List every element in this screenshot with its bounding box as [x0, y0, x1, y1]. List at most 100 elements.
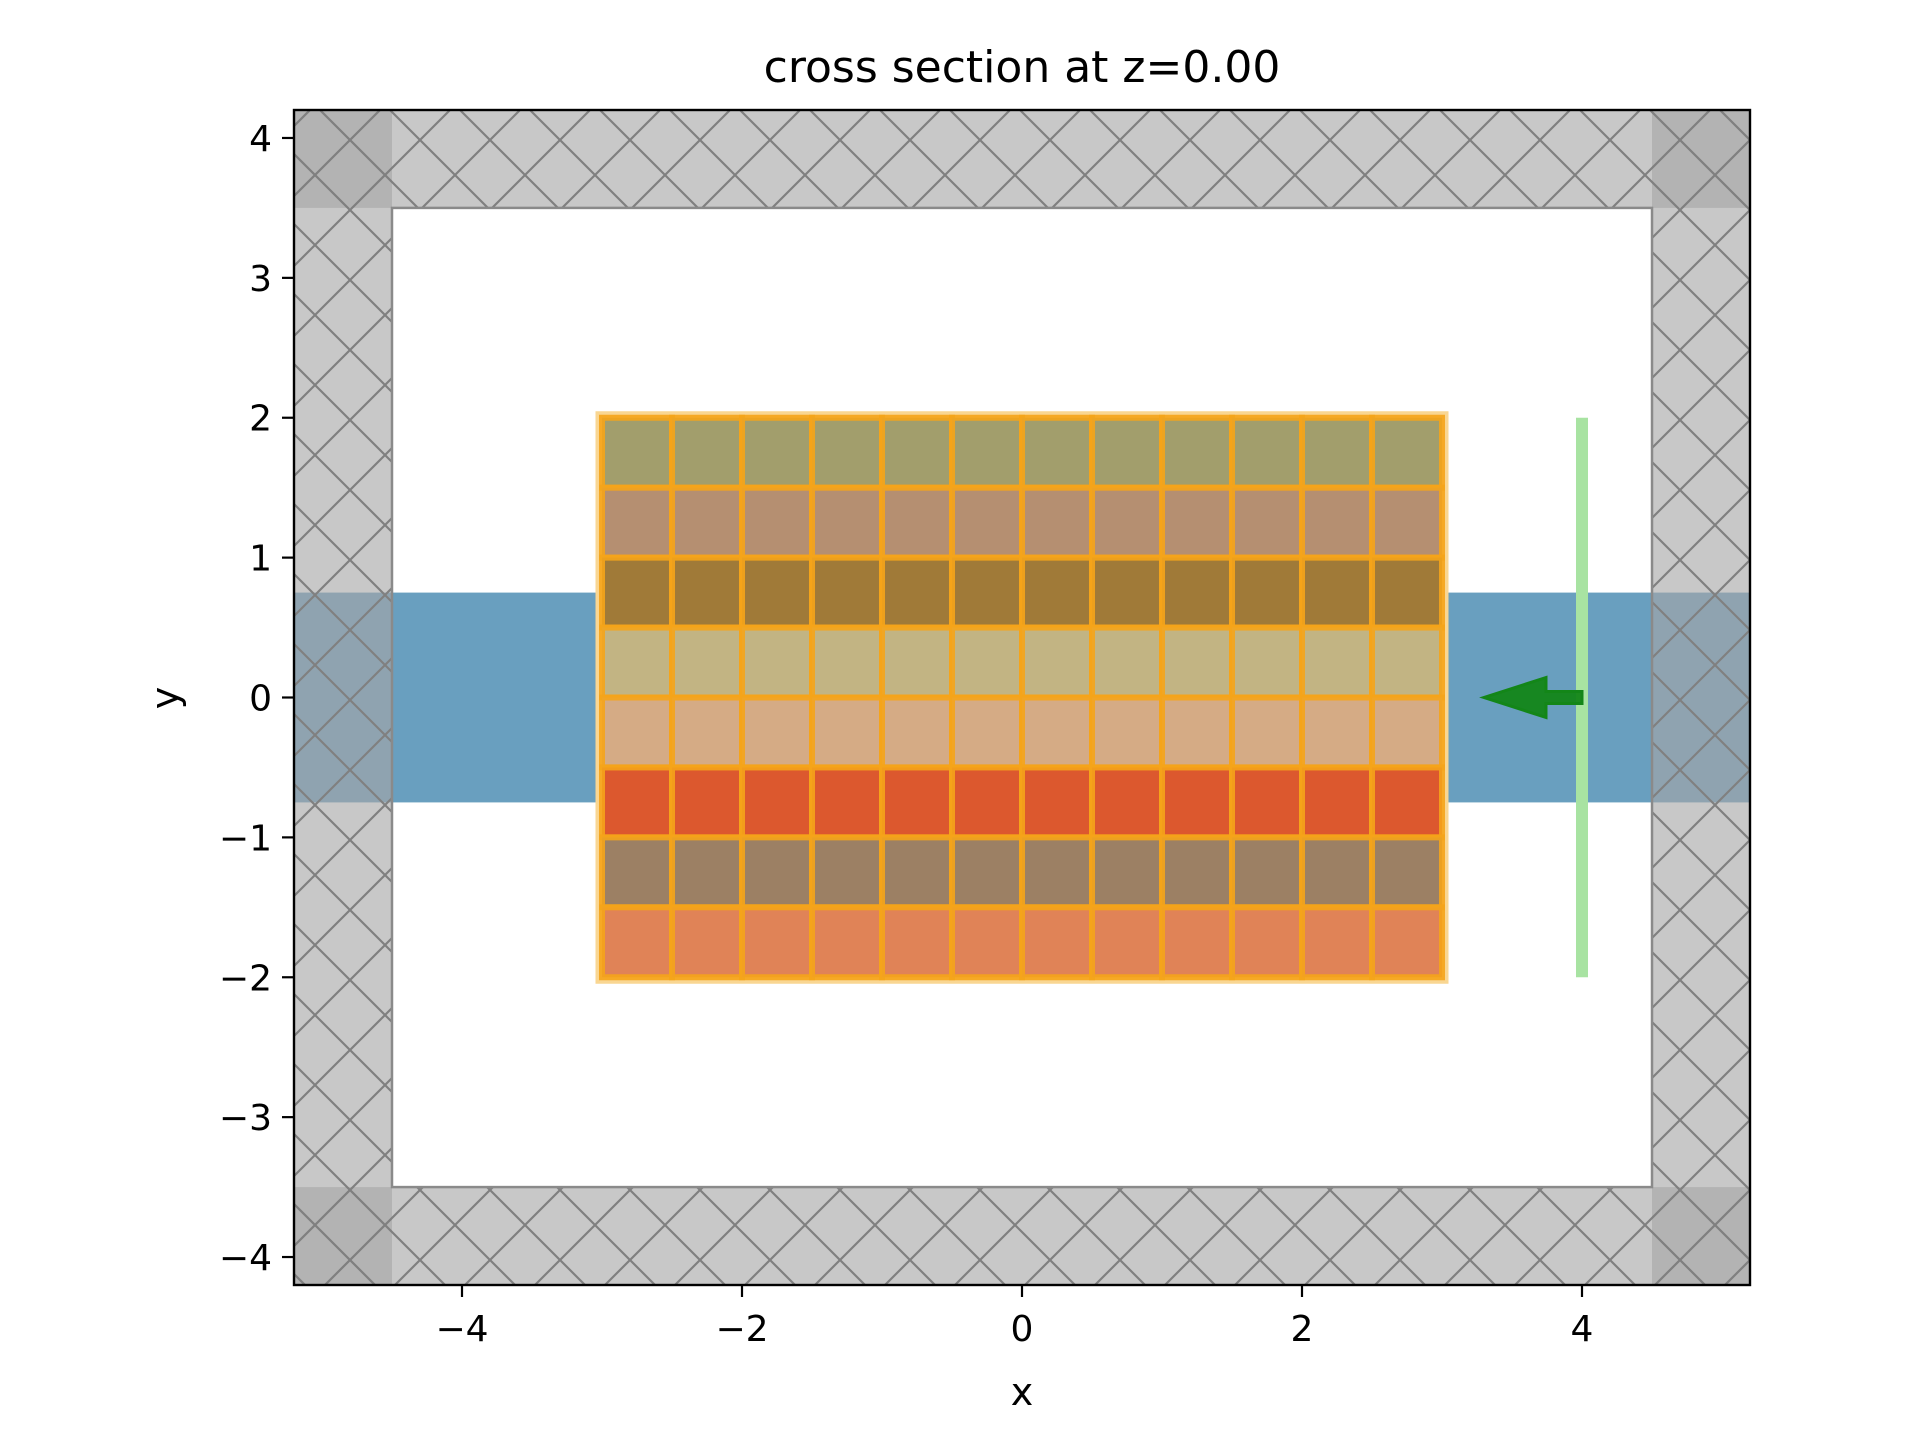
grating-cell	[1229, 414, 1305, 491]
grating-cell	[1229, 624, 1305, 701]
grating-cell	[739, 554, 815, 631]
grating-cell	[1019, 694, 1095, 771]
pml-left-hatch	[294, 110, 392, 1285]
grating-cell	[1369, 834, 1445, 911]
grating-cell	[669, 624, 745, 701]
grating-cell	[879, 834, 955, 911]
grating-cell	[599, 414, 675, 491]
y-axis-ticks: −4 −3 −2 −1 0 1 2 3 4	[219, 119, 294, 1279]
grating-cell	[739, 904, 815, 981]
grating-cell	[879, 484, 955, 561]
grating-cell	[809, 484, 885, 561]
grating-cell	[1369, 764, 1445, 841]
grating-cell	[1299, 624, 1375, 701]
grating-cell	[1229, 764, 1305, 841]
grating-cell	[599, 834, 675, 911]
grating-cell	[1159, 764, 1235, 841]
source-layer	[1479, 417, 1588, 978]
grating-cell	[879, 764, 955, 841]
pml-top-hatch	[294, 110, 1750, 208]
grating-cell	[1229, 904, 1305, 981]
grating-cell	[1299, 554, 1375, 631]
grating-cell	[1019, 414, 1095, 491]
grating-cell	[669, 834, 745, 911]
grating-cell	[599, 484, 675, 561]
grating-cell	[1089, 414, 1165, 491]
grating-cell	[739, 414, 815, 491]
grating-cell	[809, 834, 885, 911]
grating-cell	[1019, 834, 1095, 911]
grating-cell	[949, 834, 1025, 911]
chart-title: cross section at z=0.00	[764, 42, 1281, 93]
x-tick-label: −2	[715, 1309, 768, 1350]
grating-cell	[599, 624, 675, 701]
pml-layer	[294, 110, 1750, 1285]
grating-cell	[1369, 904, 1445, 981]
grating-cell	[949, 624, 1025, 701]
y-tick-label: 2	[249, 399, 272, 440]
y-tick-label: 0	[249, 679, 272, 720]
grating-cell	[879, 554, 955, 631]
grating-cell	[669, 554, 745, 631]
grating-cell	[599, 694, 675, 771]
grating-cell	[949, 414, 1025, 491]
grating-cell	[1299, 694, 1375, 771]
grating-cell	[1369, 414, 1445, 491]
grating-cell	[739, 694, 815, 771]
grating-cell	[1089, 624, 1165, 701]
grating-cell	[1299, 834, 1375, 911]
grating-cell	[1089, 554, 1165, 631]
grating-cell	[1229, 694, 1305, 771]
grating-cell	[1369, 554, 1445, 631]
grating-cell	[599, 554, 675, 631]
x-tick-label: 4	[1571, 1309, 1594, 1350]
pml-bottom-hatch	[294, 1187, 1750, 1285]
x-axis-ticks: −4 −2 0 2 4	[435, 1285, 1593, 1350]
grating-cell	[1299, 414, 1375, 491]
grating-cell	[809, 694, 885, 771]
y-tick-label: 3	[249, 259, 272, 300]
grating-cell	[1369, 484, 1445, 561]
x-axis-label: x	[1011, 1370, 1034, 1414]
grating-layer	[595, 411, 1449, 984]
x-tick-label: −4	[435, 1309, 488, 1350]
grating-cell	[1369, 694, 1445, 771]
grating-cell	[669, 414, 745, 491]
grating-cell	[1159, 904, 1235, 981]
grating-cell	[1159, 694, 1235, 771]
x-tick-label: 0	[1011, 1309, 1034, 1350]
grating-cell	[809, 554, 885, 631]
grating-cell	[669, 484, 745, 561]
y-axis-label: y	[143, 687, 187, 710]
grating-cell	[1089, 694, 1165, 771]
grating-cell	[739, 624, 815, 701]
grating-cell	[1299, 484, 1375, 561]
grating-cell	[669, 764, 745, 841]
grating-cell	[669, 904, 745, 981]
grating-cell	[879, 414, 955, 491]
pml-inner-boundary	[390, 206, 1654, 1189]
grating-cell	[1089, 834, 1165, 911]
grating-cell	[949, 554, 1025, 631]
grating-cell	[1229, 834, 1305, 911]
grating-cell	[1019, 554, 1095, 631]
grating-cell	[949, 694, 1025, 771]
grating-cell	[1089, 764, 1165, 841]
grating-cell	[1089, 904, 1165, 981]
grating-cell	[739, 484, 815, 561]
grating-cell	[809, 624, 885, 701]
grating-cell	[949, 904, 1025, 981]
grating-cell	[949, 764, 1025, 841]
grating-cell	[739, 834, 815, 911]
y-tick-label: 1	[249, 539, 272, 580]
grating-cell	[1089, 484, 1165, 561]
grating-cell	[1019, 904, 1095, 981]
grating-cell	[879, 904, 955, 981]
grating-cell	[1159, 834, 1235, 911]
grating-cell	[809, 414, 885, 491]
grating-cell	[949, 484, 1025, 561]
grating-cell	[739, 764, 815, 841]
grating-cell	[1299, 904, 1375, 981]
grating-cell	[879, 694, 955, 771]
